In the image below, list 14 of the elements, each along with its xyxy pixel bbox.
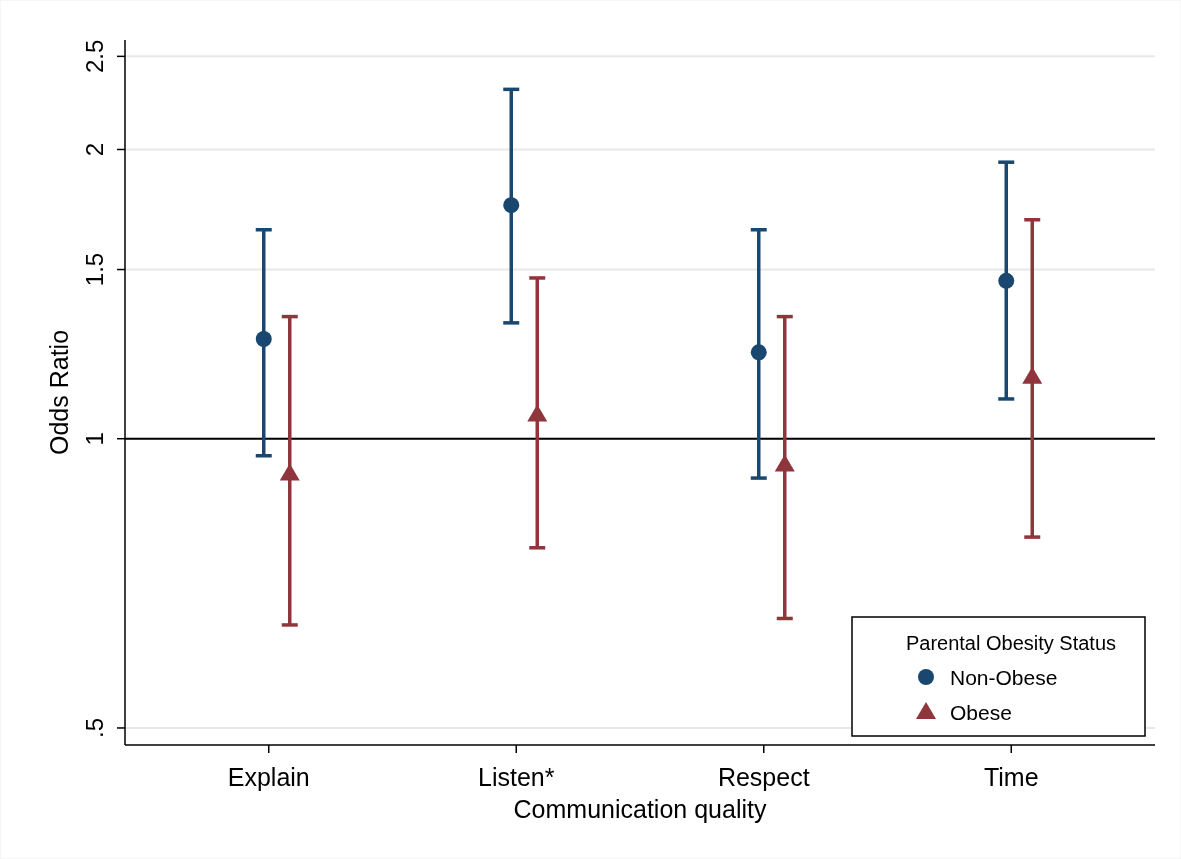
x-tick-label: Respect	[717, 763, 810, 791]
x-tick-label: Listen*	[478, 763, 555, 791]
legend-label: Non-Obese	[950, 666, 1058, 689]
x-tick-label: Time	[983, 763, 1039, 791]
y-axis-title: Odds Ratio	[45, 329, 73, 456]
x-axis-title: Communication quality	[513, 795, 767, 823]
y-tick-label: 1	[81, 432, 108, 446]
legend-title: Parental Obesity Status	[905, 632, 1117, 654]
legend-label: Obese	[950, 701, 1012, 724]
y-tick-label: 2	[81, 142, 108, 157]
y-tick-label: .5	[81, 717, 108, 738]
x-tick-label: Explain	[227, 763, 310, 791]
y-tick-label: 1.5	[81, 252, 108, 287]
y-tick-label: 2.5	[81, 39, 108, 74]
